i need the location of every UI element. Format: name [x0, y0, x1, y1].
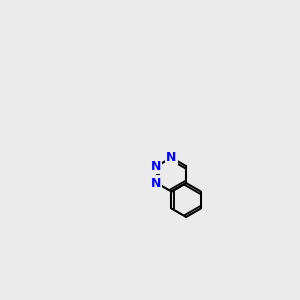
Text: N: N	[151, 177, 161, 190]
Text: N: N	[166, 151, 177, 164]
Text: N: N	[151, 160, 161, 172]
